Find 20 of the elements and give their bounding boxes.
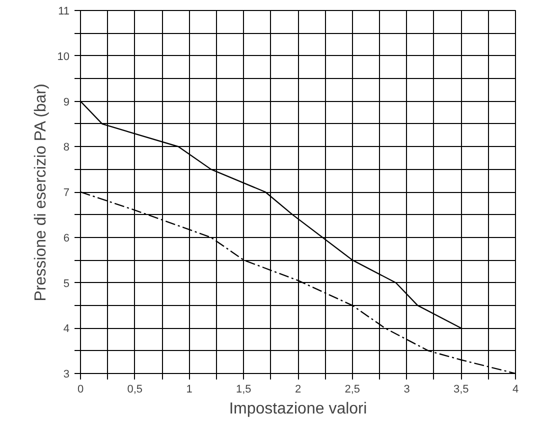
y-axis-title: Pressione di esercizio PA (bar) [32, 84, 50, 302]
x-tick-label: 0 [77, 384, 84, 396]
y-tick-label: 7 [63, 187, 70, 199]
x-tick-label: 1,5 [236, 384, 252, 396]
y-tick-label: 5 [63, 278, 70, 290]
y-tick-label: 3 [63, 368, 70, 380]
x-tick-label: 1 [186, 384, 192, 396]
y-tick-label: 8 [63, 142, 70, 154]
x-tick-label: 3 [404, 384, 410, 396]
x-tick-label: 2,5 [344, 384, 360, 396]
y-tick-label: 10 [57, 50, 70, 63]
x-tick-label: 2 [294, 384, 302, 396]
x-axis-title: Impostazione valori [229, 400, 367, 418]
y-tick-label: 6 [63, 232, 70, 244]
y-tick-label: 4 [63, 323, 70, 336]
y-tick-label: 9 [63, 96, 70, 108]
y-tick-label: 11 [58, 6, 70, 18]
x-tick-label: 3,5 [453, 384, 469, 396]
x-tick-label: 4 [512, 384, 519, 396]
x-tick-label: 0,5 [127, 384, 143, 396]
